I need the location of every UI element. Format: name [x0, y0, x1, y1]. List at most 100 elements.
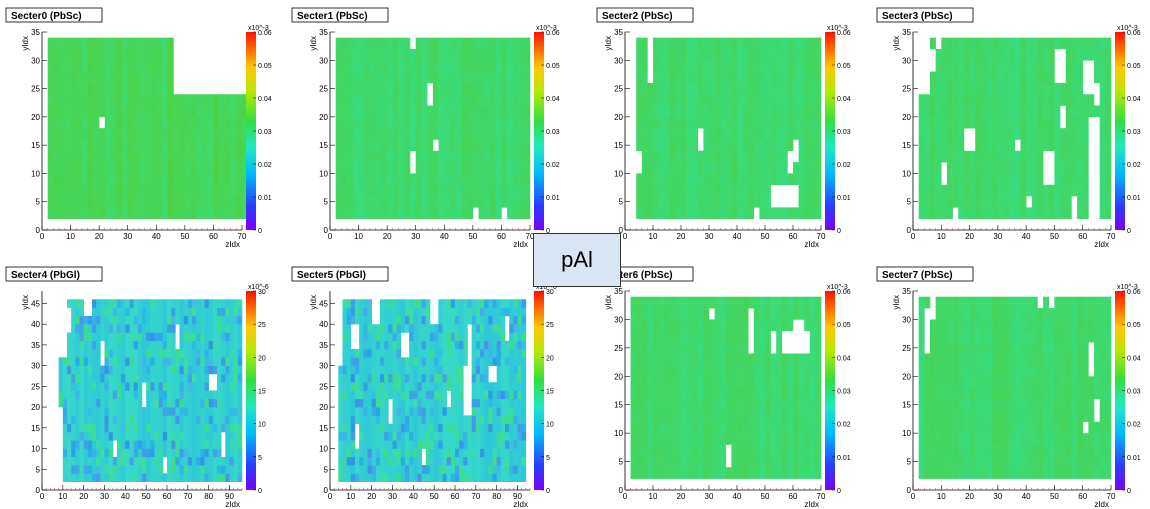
y-axis-label: yIdx: [21, 295, 30, 310]
color-scale-tick-label: 0.04: [546, 96, 560, 103]
y-tick-label: 0: [324, 486, 329, 495]
x-tick-label: 80: [492, 492, 501, 501]
x-tick-label: 30: [993, 492, 1002, 501]
x-axis-label: zIdx: [1094, 240, 1109, 249]
heatmap-panel-4: Secter4 (PbGl)0 10 20 30 40 50 60 70 80 900510152…: [5, 266, 269, 509]
y-tick-label: 30: [902, 56, 911, 65]
x-tick-label: 70: [526, 232, 535, 241]
color-scale-tick-label: 30: [258, 289, 266, 296]
color-scale-bar: [534, 291, 544, 490]
x-tick-label: 50: [761, 492, 770, 501]
y-tick-label: 20: [902, 372, 911, 381]
color-scale-tick-label: 10: [546, 422, 554, 429]
x-tick-label: 60: [163, 492, 172, 501]
y-tick-label: 45: [31, 299, 40, 308]
y-tick-label: 25: [614, 85, 623, 94]
heatmap-panel-3: Secter3 (PbSc) 0 10 20 30 40 50 60 70 0 5 10 15 20 25 3…: [876, 7, 1141, 249]
color-scale-tick-label: 10: [258, 422, 266, 429]
color-scale-tick-label: 0.06: [1127, 289, 1141, 296]
y-tick-label: 15: [31, 424, 40, 433]
color-scale-tick-label: 0.04: [258, 96, 272, 103]
x-tick-label: 30: [388, 492, 397, 501]
color-scale-bar: [246, 32, 256, 230]
y-tick-label: 5: [619, 458, 624, 467]
y-tick-label: 0: [907, 226, 912, 235]
y-tick-label: 0: [36, 486, 41, 495]
heatmap-cells: [918, 296, 1112, 479]
y-tick-label: 25: [31, 85, 40, 94]
color-scale-tick-label: 0.05: [837, 63, 851, 70]
color-scale-exponent: x10^-6: [248, 284, 269, 291]
x-tick-label: 40: [1022, 232, 1031, 241]
y-tick-label: 30: [31, 56, 40, 65]
color-scale-tick-label: 0: [837, 488, 841, 495]
y-tick-label: 0: [907, 486, 912, 495]
panel-title-box: [876, 266, 974, 282]
heatmap-cells: [636, 37, 822, 219]
y-tick-label: 0: [36, 226, 41, 235]
color-scale-tick-label: 0.02: [258, 162, 272, 169]
color-scale-tick-label: 0.06: [546, 30, 560, 37]
x-tick-label: 60: [789, 232, 798, 241]
x-axis-label: zIdx: [513, 240, 528, 249]
color-scale-bar: [246, 291, 256, 490]
x-tick-label: 70: [817, 492, 826, 501]
color-scale-tick-label: 0.02: [1127, 162, 1141, 169]
y-tick-label: 0: [619, 226, 624, 235]
panel-title-box: [5, 7, 103, 23]
panel-title-box: [291, 7, 389, 23]
x-tick-label: 20: [965, 232, 974, 241]
color-scale-tick-label: 0.02: [546, 162, 560, 169]
y-tick-label: 15: [902, 141, 911, 150]
y-tick-label: 25: [319, 85, 328, 94]
x-tick-label: 10: [346, 492, 355, 501]
color-scale-tick-label: 0.03: [1127, 389, 1141, 396]
color-scale-tick-label: 0.04: [837, 96, 851, 103]
y-tick-label: 30: [319, 56, 328, 65]
x-tick-label: 10: [649, 492, 658, 501]
x-tick-label: 0: [623, 232, 628, 241]
x-tick-label: 30: [100, 492, 109, 501]
color-scale-tick-label: 0: [258, 488, 262, 495]
x-tick-label: 50: [1050, 232, 1059, 241]
y-tick-label: 5: [907, 198, 912, 207]
y-tick-label: 35: [614, 28, 623, 37]
panel-title-box: [596, 7, 694, 23]
y-axis-label: yIdx: [21, 36, 30, 51]
color-scale-tick-label: 0.03: [1127, 129, 1141, 136]
x-tick-label: 50: [142, 492, 151, 501]
x-tick-label: 90: [513, 492, 522, 501]
y-tick-label: 10: [31, 445, 40, 454]
x-tick-label: 40: [440, 232, 449, 241]
color-scale-tick-label: 0.04: [837, 355, 851, 362]
y-tick-label: 25: [902, 344, 911, 353]
color-scale-tick-label: 0: [1127, 488, 1131, 495]
x-tick-label: 20: [79, 492, 88, 501]
panel-title: Secter4 (PbGl): [11, 270, 80, 281]
color-scale-tick-label: 0.01: [1127, 195, 1141, 202]
color-scale-tick-label: 0.05: [546, 63, 560, 70]
x-tick-label: 20: [677, 232, 686, 241]
y-tick-label: 30: [319, 362, 328, 371]
color-scale-tick-label: 15: [546, 389, 554, 396]
y-tick-label: 5: [324, 198, 329, 207]
y-axis-label: yIdx: [892, 36, 901, 51]
x-tick-label: 60: [1078, 232, 1087, 241]
x-tick-label: 40: [733, 492, 742, 501]
x-tick-label: 40: [733, 232, 742, 241]
y-tick-label: 10: [902, 169, 911, 178]
panel-title: Secter6 (PbSc): [602, 270, 673, 281]
y-tick-label: 20: [614, 372, 623, 381]
x-tick-label: 60: [451, 492, 460, 501]
y-tick-label: 15: [319, 141, 328, 150]
y-tick-label: 35: [319, 28, 328, 37]
y-tick-label: 15: [902, 401, 911, 410]
color-scale-tick-label: 0.05: [837, 322, 851, 329]
y-tick-label: 5: [36, 198, 41, 207]
y-tick-label: 10: [319, 169, 328, 178]
x-tick-label: 40: [1022, 492, 1031, 501]
y-tick-label: 20: [319, 113, 328, 122]
x-tick-label: 20: [965, 492, 974, 501]
x-tick-label: 50: [430, 492, 439, 501]
y-axis-label: yIdx: [604, 295, 613, 310]
